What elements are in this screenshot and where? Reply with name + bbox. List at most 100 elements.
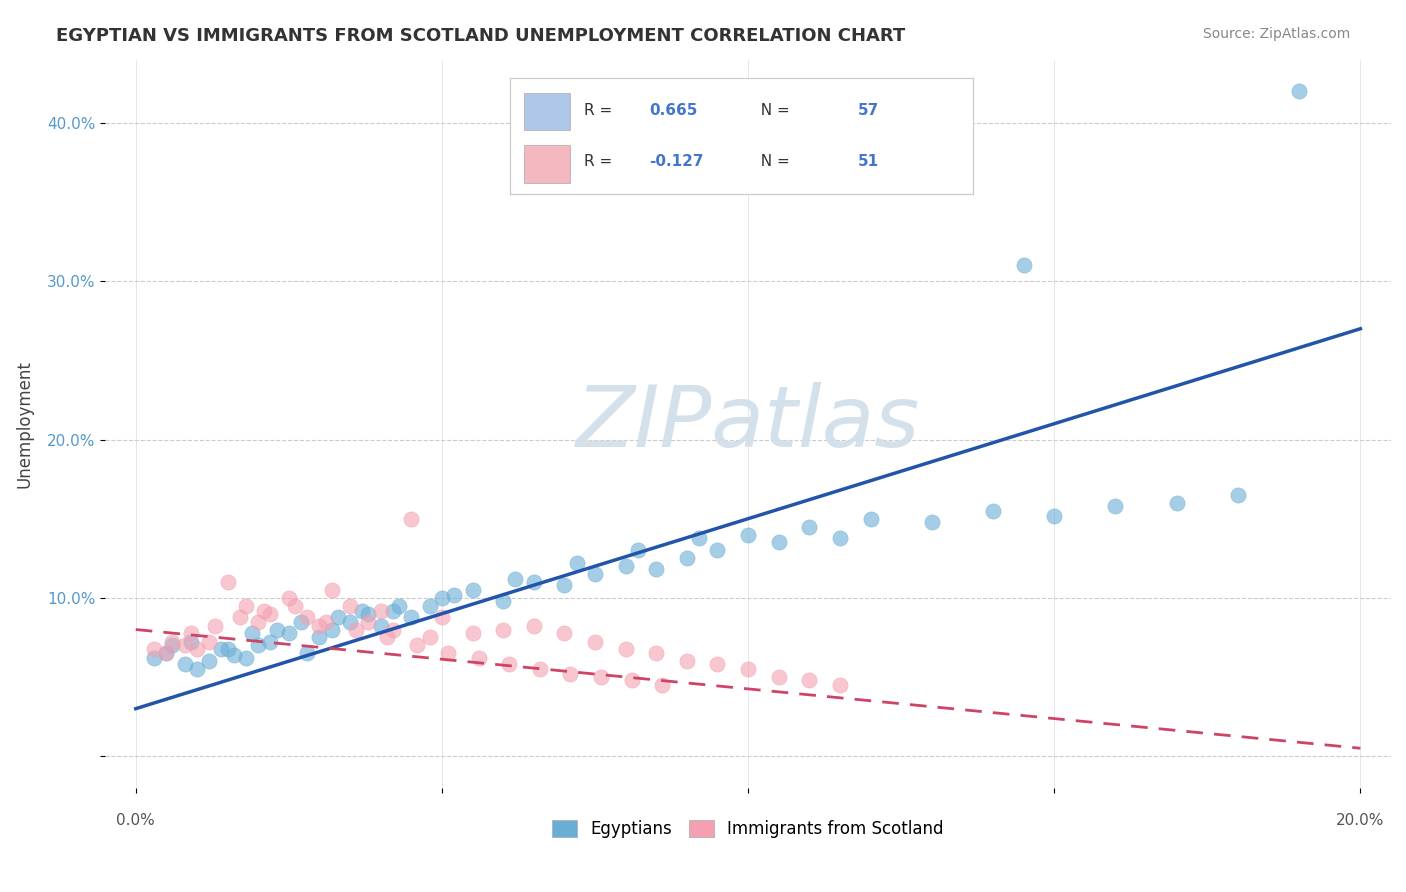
Point [229, 610, 252, 624]
Text: EGYPTIAN VS IMMIGRANTS FROM SCOTLAND UNEMPLOYMENT CORRELATION CHART: EGYPTIAN VS IMMIGRANTS FROM SCOTLAND UNE… [56, 27, 905, 45]
Point [173, 638, 195, 652]
Point [308, 631, 330, 645]
Point [388, 599, 411, 613]
Point [1043, 508, 1066, 523]
Point [492, 594, 515, 608]
Y-axis label: Unemployment: Unemployment [15, 359, 32, 488]
Point [799, 673, 821, 688]
Point [204, 619, 226, 633]
Point [706, 543, 728, 558]
Point [401, 610, 423, 624]
Point [259, 607, 281, 621]
Point [675, 654, 697, 668]
Point [321, 623, 343, 637]
Point [370, 619, 392, 633]
Point [981, 504, 1004, 518]
Point [591, 670, 613, 684]
Point [217, 641, 239, 656]
Point [401, 512, 423, 526]
Point [357, 615, 380, 629]
Point [315, 615, 337, 629]
Point [921, 515, 943, 529]
Point [321, 582, 343, 597]
Point [326, 610, 349, 624]
Point [290, 615, 312, 629]
Point [211, 641, 233, 656]
Point [277, 625, 299, 640]
Point [180, 635, 202, 649]
Point [828, 531, 851, 545]
Point [155, 646, 177, 660]
Point [295, 610, 318, 624]
Point [583, 635, 606, 649]
Point [247, 638, 270, 652]
Point [381, 603, 404, 617]
Point [1012, 259, 1035, 273]
Point [443, 588, 465, 602]
Point [737, 527, 759, 541]
Text: Source: ZipAtlas.com: Source: ZipAtlas.com [1202, 27, 1350, 41]
Point [430, 610, 453, 624]
Point [240, 625, 263, 640]
Point [155, 646, 177, 660]
Point [859, 512, 882, 526]
Point [247, 615, 270, 629]
Point [627, 543, 650, 558]
Point [217, 575, 239, 590]
Point [505, 572, 527, 586]
Point [406, 638, 429, 652]
Point [529, 662, 551, 676]
Point [235, 651, 257, 665]
Point [253, 603, 276, 617]
Point [651, 678, 673, 692]
Point [492, 623, 515, 637]
Point [1166, 496, 1188, 510]
Point [198, 635, 221, 649]
Point [222, 648, 245, 662]
Point [180, 625, 202, 640]
Point [419, 631, 441, 645]
Point [688, 531, 710, 545]
Point [308, 619, 330, 633]
Point [162, 635, 184, 649]
Point [799, 519, 821, 533]
Point [344, 623, 367, 637]
Point [430, 591, 453, 605]
Point [1104, 499, 1126, 513]
Point [461, 582, 484, 597]
Point [143, 651, 166, 665]
Point [437, 646, 460, 660]
Point [828, 678, 851, 692]
Point [706, 657, 728, 672]
Point [381, 623, 404, 637]
Point [295, 646, 318, 660]
Point [1288, 84, 1310, 98]
Point [645, 646, 668, 660]
Point [737, 662, 759, 676]
Point [339, 599, 361, 613]
Point [259, 635, 281, 649]
Point [614, 641, 637, 656]
Point [523, 619, 546, 633]
Point [352, 603, 374, 617]
Point [162, 638, 184, 652]
Point [553, 625, 575, 640]
Point [277, 591, 299, 605]
Point [339, 615, 361, 629]
Point [1226, 488, 1249, 502]
Point [357, 607, 380, 621]
Point [198, 654, 221, 668]
Point [523, 575, 546, 590]
Point [375, 631, 398, 645]
Point [266, 623, 288, 637]
Point [370, 603, 392, 617]
Point [186, 662, 208, 676]
Point [461, 625, 484, 640]
Point [583, 567, 606, 582]
Point [235, 599, 257, 613]
Text: 0.0%: 0.0% [117, 813, 155, 828]
Point [560, 666, 582, 681]
Point [553, 578, 575, 592]
Point [675, 551, 697, 566]
Point [620, 673, 643, 688]
